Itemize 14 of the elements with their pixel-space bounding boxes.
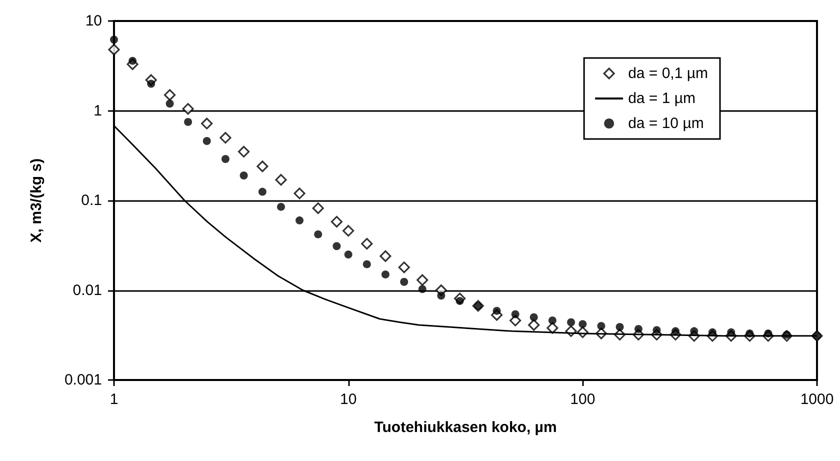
legend-label: da = 10 µm xyxy=(628,115,704,132)
y-tick-label: 0.1 xyxy=(81,192,102,209)
y-tick-label: 0.001 xyxy=(64,372,102,388)
x-tick-label: 1000 xyxy=(800,391,834,408)
x-axis-title: Tuotehiukkasen koko, µm xyxy=(374,419,557,436)
y-tick-label: 0.01 xyxy=(72,282,102,299)
legend-label: da = 1 µm xyxy=(628,90,696,107)
y-axis-title: X, m3/(kg s) xyxy=(28,158,45,243)
y-tick-label: 10 xyxy=(85,12,102,30)
legend-label: da = 0,1 µm xyxy=(628,65,708,82)
x-tick-label: 1 xyxy=(110,391,118,408)
x-tick-label: 100 xyxy=(570,391,596,408)
x-tick-label: 10 xyxy=(340,391,357,408)
y-tick-label: 1 xyxy=(94,102,102,120)
